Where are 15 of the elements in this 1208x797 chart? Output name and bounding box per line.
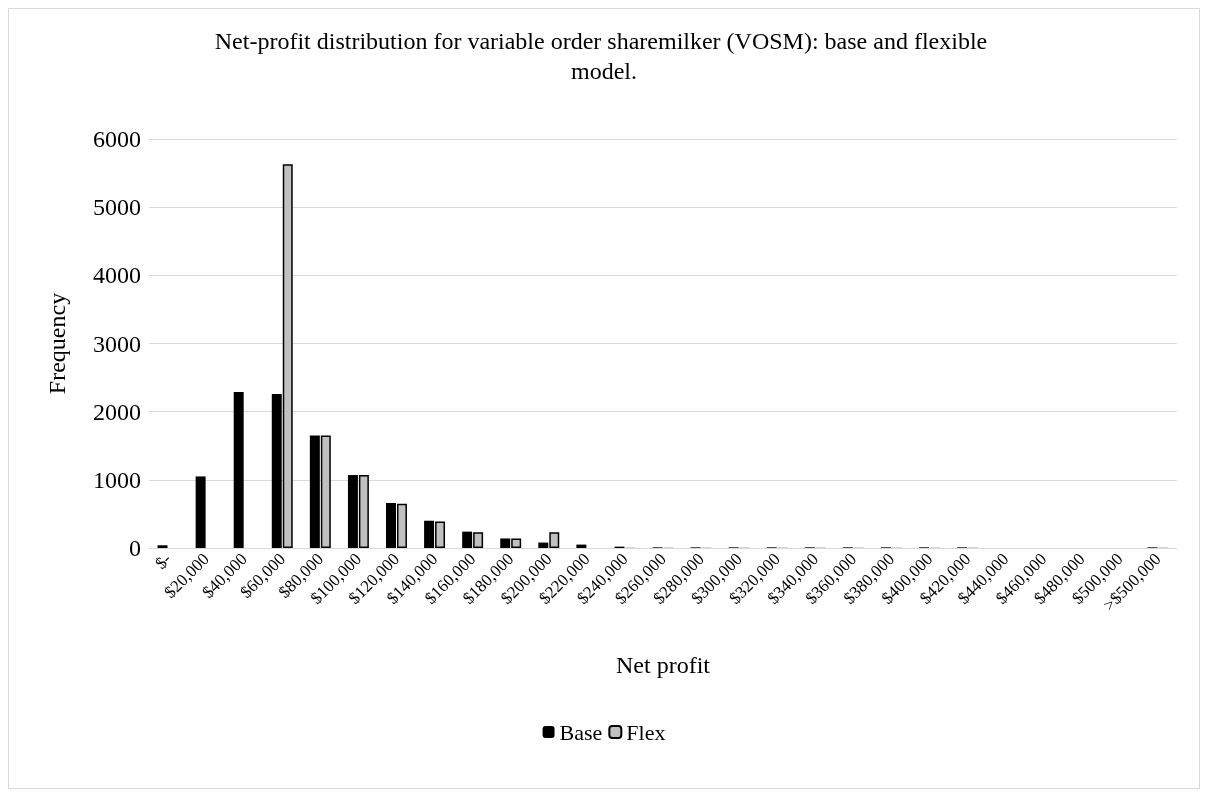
- chart-title: Net-profit distribution for variable order sharemilker (VOSM): base and flexible model.: [214, 28, 994, 84]
- legend-label: Base: [559, 719, 603, 745]
- y-tick-label: 1000: [93, 466, 141, 493]
- y-tick-label: 0: [129, 535, 141, 561]
- bar: [195, 476, 206, 548]
- y-tick-label: 6000: [93, 126, 141, 152]
- y-tick-label: 2000: [93, 398, 141, 425]
- legend-label: Flex: [626, 719, 666, 745]
- y-tick-label: 4000: [93, 262, 141, 289]
- bar: [157, 545, 168, 548]
- bar: [233, 391, 244, 548]
- y-tick-label: 5000: [93, 194, 141, 221]
- y-axis-title: Frequency: [44, 292, 70, 395]
- x-axis-title: Net profit: [616, 652, 711, 678]
- y-tick-label: 3000: [93, 330, 141, 357]
